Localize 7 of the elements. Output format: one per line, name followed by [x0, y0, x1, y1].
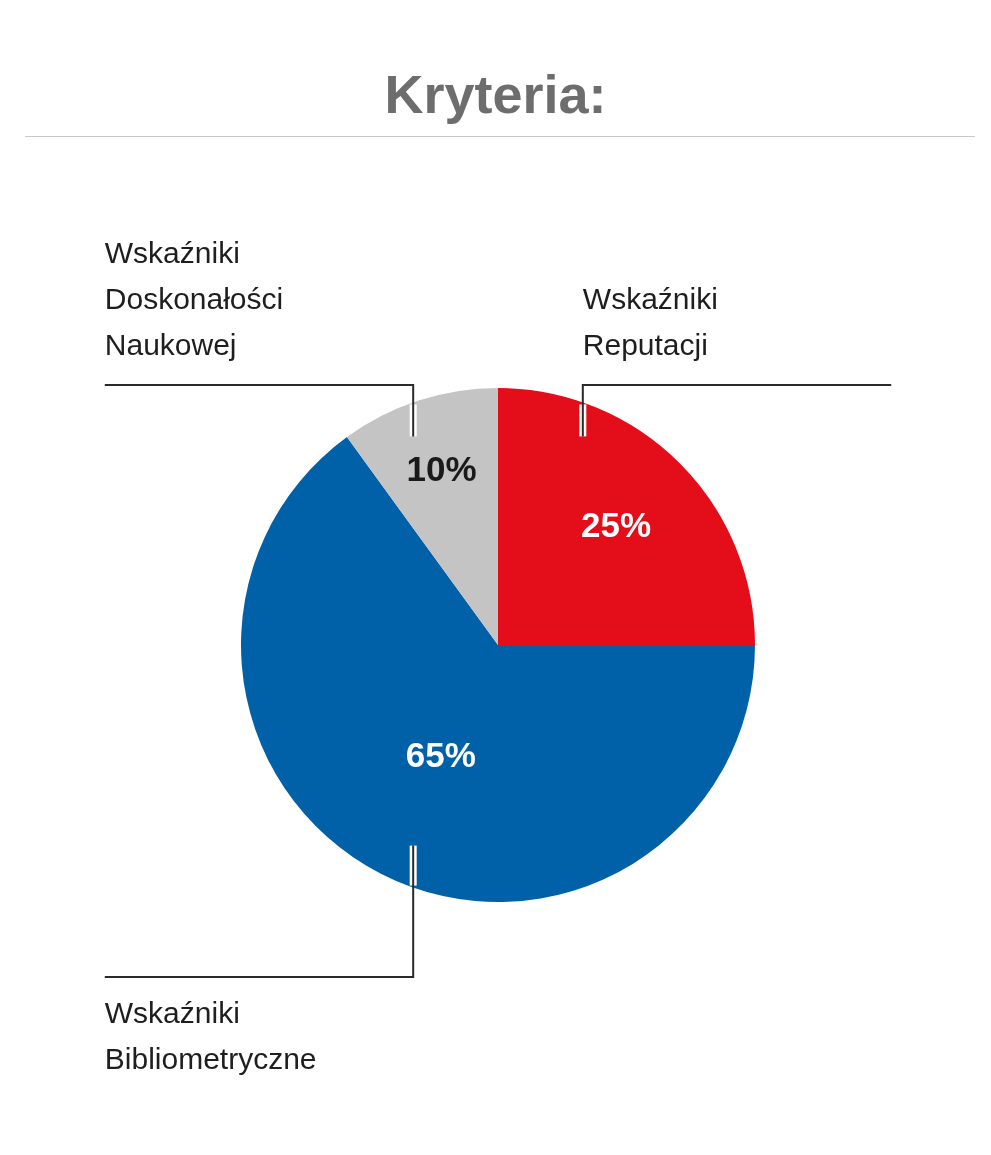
chart-title: Kryteria: — [383, 63, 608, 126]
slice-label: Wskaźniki Reputacji — [582, 282, 718, 361]
data-label: 10% — [406, 449, 477, 489]
data-label: 65% — [405, 734, 476, 774]
slice-label: Wskaźniki Bibliometryczne — [104, 996, 317, 1075]
slice-label: Wskaźniki Doskonałości Naukowej — [104, 236, 284, 361]
data-label: 25% — [581, 504, 652, 544]
